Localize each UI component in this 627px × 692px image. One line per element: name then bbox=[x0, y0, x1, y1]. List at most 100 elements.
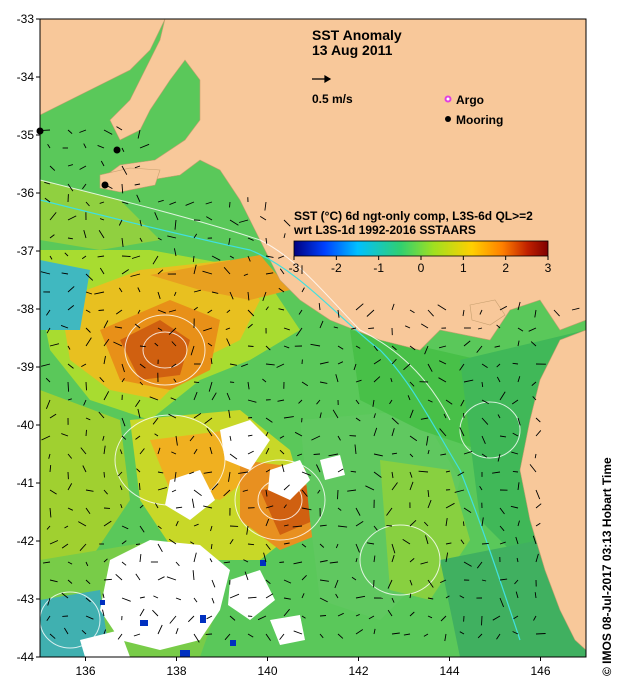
current-vector bbox=[516, 557, 519, 563]
vector-scale-arrow bbox=[312, 74, 332, 84]
current-vector bbox=[136, 194, 141, 203]
current-vector bbox=[175, 520, 179, 527]
current-vector bbox=[373, 471, 382, 478]
current-vector bbox=[49, 255, 53, 260]
current-vector bbox=[229, 201, 231, 208]
lat-tick-label: -40 bbox=[17, 418, 35, 432]
current-vector bbox=[427, 499, 432, 509]
current-vector bbox=[437, 304, 447, 311]
current-vector bbox=[154, 212, 159, 221]
current-vector bbox=[460, 399, 465, 407]
lat-tick-label: -37 bbox=[17, 244, 35, 258]
current-vector bbox=[476, 345, 483, 353]
current-vector bbox=[499, 525, 505, 532]
current-vector bbox=[301, 287, 305, 293]
current-vector bbox=[202, 270, 213, 275]
current-vector bbox=[121, 165, 128, 175]
current-vector bbox=[149, 396, 159, 401]
current-vector bbox=[391, 428, 395, 437]
current-vector bbox=[420, 417, 429, 420]
current-vector bbox=[517, 301, 521, 311]
current-vector bbox=[67, 507, 73, 511]
current-vector bbox=[246, 525, 249, 535]
current-vector bbox=[440, 579, 447, 584]
current-vector bbox=[409, 519, 417, 527]
current-vector bbox=[98, 309, 105, 311]
current-vector bbox=[337, 361, 344, 365]
current-vector bbox=[283, 484, 290, 491]
current-vector bbox=[247, 399, 257, 403]
current-vector bbox=[532, 535, 537, 545]
current-vector bbox=[173, 248, 177, 257]
current-vector bbox=[103, 578, 112, 581]
current-vector bbox=[103, 520, 112, 527]
current-vector bbox=[206, 216, 213, 221]
current-vector bbox=[409, 593, 412, 599]
current-vector bbox=[319, 560, 328, 563]
current-vector bbox=[409, 345, 416, 351]
current-vector bbox=[67, 561, 73, 565]
current-vector bbox=[319, 579, 329, 582]
lat-tick-label: -39 bbox=[17, 360, 35, 374]
current-vector bbox=[119, 449, 123, 455]
colorbar-tick-label: 3 bbox=[545, 261, 552, 275]
current-vector bbox=[85, 597, 91, 603]
current-vector bbox=[301, 381, 309, 387]
current-vector bbox=[294, 431, 303, 437]
current-vector bbox=[571, 307, 580, 311]
current-vector bbox=[386, 507, 393, 516]
current-vector bbox=[193, 523, 199, 527]
current-vector bbox=[373, 376, 381, 383]
current-vector bbox=[517, 327, 524, 332]
current-vector bbox=[257, 615, 267, 621]
lon-tick-label: 140 bbox=[257, 664, 277, 678]
current-vector bbox=[157, 471, 164, 474]
current-vector bbox=[311, 435, 321, 441]
lat-tick-label: -41 bbox=[17, 476, 35, 490]
current-vector bbox=[265, 543, 271, 550]
lat-tick-label: -43 bbox=[17, 592, 35, 606]
current-vector bbox=[279, 268, 285, 275]
current-vector bbox=[517, 340, 520, 347]
current-vector bbox=[332, 409, 339, 419]
current-vector bbox=[409, 611, 415, 617]
current-vector bbox=[134, 165, 141, 169]
mooring-site bbox=[36, 127, 44, 135]
current-vector bbox=[439, 360, 447, 365]
current-vector bbox=[209, 446, 213, 455]
current-vector bbox=[113, 341, 123, 347]
colorbar-title-line1: SST (°C) 6d ngt-only comp, L3S-6d QL>=2 bbox=[294, 209, 533, 223]
current-vector bbox=[496, 363, 501, 368]
current-vector bbox=[131, 255, 141, 259]
current-vector bbox=[210, 525, 213, 532]
current-vector bbox=[247, 417, 253, 419]
current-vector bbox=[247, 237, 254, 241]
current-vector bbox=[279, 561, 285, 563]
current-vector bbox=[499, 435, 507, 438]
current-vector bbox=[283, 608, 290, 617]
current-vector bbox=[479, 309, 483, 315]
current-vector bbox=[226, 392, 231, 401]
current-vector bbox=[534, 309, 537, 318]
current-vector bbox=[229, 363, 237, 366]
current-vector bbox=[535, 503, 542, 509]
current-vector bbox=[444, 633, 447, 642]
current-vector bbox=[133, 633, 141, 637]
current-vector bbox=[46, 309, 51, 316]
current-vector bbox=[283, 524, 289, 527]
current-vector bbox=[297, 453, 303, 457]
current-vector bbox=[301, 574, 307, 581]
current-vector bbox=[350, 470, 357, 473]
lat-tick-label: -34 bbox=[17, 70, 35, 84]
current-vector bbox=[46, 615, 51, 622]
current-vector bbox=[85, 417, 91, 421]
current-vector bbox=[135, 543, 141, 545]
current-vector bbox=[211, 579, 216, 588]
current-vector bbox=[420, 323, 429, 329]
current-vector bbox=[171, 451, 177, 455]
current-vector bbox=[517, 376, 521, 383]
current-vector bbox=[80, 447, 87, 455]
current-vector bbox=[229, 615, 236, 621]
current-vector bbox=[315, 464, 321, 473]
current-vector bbox=[391, 632, 400, 635]
